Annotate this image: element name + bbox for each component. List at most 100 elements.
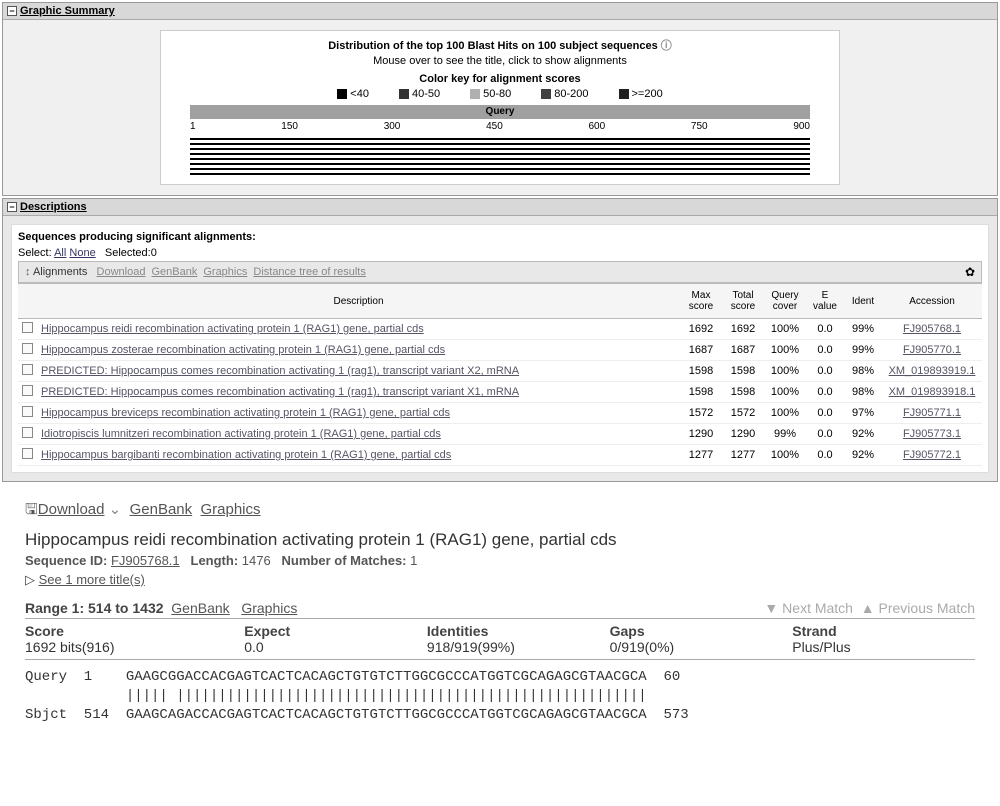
hover-hint: Mouse over to see the title, click to sh…: [167, 55, 833, 67]
col-ident[interactable]: Ident: [844, 284, 882, 319]
accession-link[interactable]: FJ905768.1: [903, 323, 961, 335]
accession-link[interactable]: FJ905770.1: [903, 344, 961, 356]
evalue: 0.0: [806, 403, 844, 424]
col-total-score[interactable]: Total score: [722, 284, 764, 319]
seq-id-link[interactable]: FJ905768.1: [111, 553, 180, 568]
identities-label: Identities: [427, 623, 610, 639]
range-genbank-link[interactable]: GenBank: [171, 600, 229, 616]
chevron-down-icon[interactable]: ⌄: [109, 501, 122, 518]
help-icon[interactable]: ⓘ: [661, 40, 672, 52]
seq-alignments-title: Sequences producing significant alignmen…: [18, 231, 982, 243]
description-link[interactable]: Hippocampus reidi recombination activati…: [41, 323, 424, 335]
row-checkbox[interactable]: [22, 343, 33, 354]
collapse-icon[interactable]: −: [7, 6, 17, 16]
expect-value: 0.0: [244, 639, 427, 655]
strand-label: Strand: [792, 623, 975, 639]
toolbar-link[interactable]: Distance tree of results: [253, 266, 366, 278]
accession-link[interactable]: FJ905773.1: [903, 428, 961, 440]
query-cover: 100%: [764, 445, 806, 466]
row-checkbox[interactable]: [22, 406, 33, 417]
descriptions-body: Sequences producing significant alignmen…: [11, 224, 989, 473]
graphic-summary-title: Graphic Summary: [20, 5, 115, 17]
prev-match-nav: ▲ Previous Match: [861, 600, 975, 616]
table-row[interactable]: PREDICTED: Hippocampus comes recombinati…: [18, 361, 982, 382]
more-titles-link[interactable]: See 1 more title(s): [39, 572, 145, 587]
hit-lines: [190, 138, 810, 175]
description-link[interactable]: PREDICTED: Hippocampus comes recombinati…: [41, 386, 519, 398]
distribution-title: Distribution of the top 100 Blast Hits o…: [167, 37, 833, 53]
hit-bar[interactable]: [190, 138, 810, 140]
description-link[interactable]: PREDICTED: Hippocampus comes recombinati…: [41, 365, 519, 377]
hit-bar[interactable]: [190, 168, 810, 170]
genbank-link[interactable]: GenBank: [130, 501, 193, 518]
tick-label: 150: [281, 121, 298, 132]
col-query-cover[interactable]: Query cover: [764, 284, 806, 319]
col-checkbox: [18, 284, 37, 319]
table-row[interactable]: Hippocampus zosterae recombination activ…: [18, 340, 982, 361]
download-link[interactable]: Download: [38, 501, 105, 518]
gaps-label: Gaps: [610, 623, 793, 639]
collapse-icon[interactable]: −: [7, 202, 17, 212]
toolbar-link[interactable]: GenBank: [151, 266, 197, 278]
hit-bar[interactable]: [190, 153, 810, 155]
query-cover: 99%: [764, 424, 806, 445]
total-score: 1687: [722, 340, 764, 361]
toolbar-link[interactable]: Graphics: [203, 266, 247, 278]
table-row[interactable]: Hippocampus bargibanti recombination act…: [18, 445, 982, 466]
select-none-link[interactable]: None: [69, 247, 95, 259]
evalue: 0.0: [806, 424, 844, 445]
col-description[interactable]: Description: [37, 284, 680, 319]
tick-label: 750: [691, 121, 708, 132]
accession-link[interactable]: FJ905772.1: [903, 449, 961, 461]
col-evalue[interactable]: E value: [806, 284, 844, 319]
graphics-link[interactable]: Graphics: [200, 501, 260, 518]
row-checkbox[interactable]: [22, 364, 33, 375]
hit-bar[interactable]: [190, 173, 810, 175]
row-checkbox[interactable]: [22, 448, 33, 459]
table-row[interactable]: PREDICTED: Hippocampus comes recombinati…: [18, 382, 982, 403]
descriptions-header[interactable]: −Descriptions: [3, 199, 997, 216]
hit-bar[interactable]: [190, 158, 810, 160]
disk-icon: 🖫: [25, 500, 38, 518]
select-all-link[interactable]: All: [54, 247, 66, 259]
ident: 98%: [844, 361, 882, 382]
hit-bar[interactable]: [190, 163, 810, 165]
select-label: Select:: [18, 247, 52, 259]
description-link[interactable]: Hippocampus zosterae recombination activ…: [41, 344, 445, 356]
description-link[interactable]: Idiotropiscis lumnitzeri recombination a…: [41, 428, 441, 440]
range-graphics-link[interactable]: Graphics: [241, 600, 297, 616]
max-score: 1692: [680, 319, 722, 340]
match-nav: ▼ Next Match ▲ Previous Match: [764, 600, 975, 616]
row-checkbox[interactable]: [22, 322, 33, 333]
col-max-score[interactable]: Max score: [680, 284, 722, 319]
table-header-row: Description Max score Total score Query …: [18, 284, 982, 319]
hit-bar[interactable]: [190, 143, 810, 145]
gear-icon[interactable]: ✿: [965, 265, 975, 279]
row-checkbox[interactable]: [22, 385, 33, 396]
description-link[interactable]: Hippocampus breviceps recombination acti…: [41, 407, 450, 419]
row-checkbox[interactable]: [22, 427, 33, 438]
graphic-summary-body: Distribution of the top 100 Blast Hits o…: [3, 20, 997, 195]
accession-link[interactable]: XM_019893918.1: [889, 386, 976, 398]
toolbar-link[interactable]: Download: [97, 266, 146, 278]
accession-link[interactable]: FJ905771.1: [903, 407, 961, 419]
accession-link[interactable]: XM_019893919.1: [889, 365, 976, 377]
triangle-icon[interactable]: ▷: [25, 572, 35, 587]
evalue: 0.0: [806, 382, 844, 403]
ident: 92%: [844, 424, 882, 445]
alignment-detail: 🖫Download ⌄ GenBank Graphics Hippocampus…: [0, 484, 1000, 740]
identities-value: 918/919(99%): [427, 639, 610, 655]
table-row[interactable]: Hippocampus breviceps recombination acti…: [18, 403, 982, 424]
tick-label: 1: [190, 121, 196, 132]
total-score: 1572: [722, 403, 764, 424]
query-cover: 100%: [764, 382, 806, 403]
col-accession[interactable]: Accession: [882, 284, 982, 319]
total-score: 1598: [722, 361, 764, 382]
description-link[interactable]: Hippocampus bargibanti recombination act…: [41, 449, 451, 461]
descriptions-toolbar: ↕ Alignments DownloadGenBankGraphicsDist…: [18, 261, 982, 283]
table-row[interactable]: Hippocampus reidi recombination activati…: [18, 319, 982, 340]
table-row[interactable]: Idiotropiscis lumnitzeri recombination a…: [18, 424, 982, 445]
ident: 99%: [844, 340, 882, 361]
graphic-summary-header[interactable]: −Graphic Summary: [3, 3, 997, 20]
hit-bar[interactable]: [190, 148, 810, 150]
